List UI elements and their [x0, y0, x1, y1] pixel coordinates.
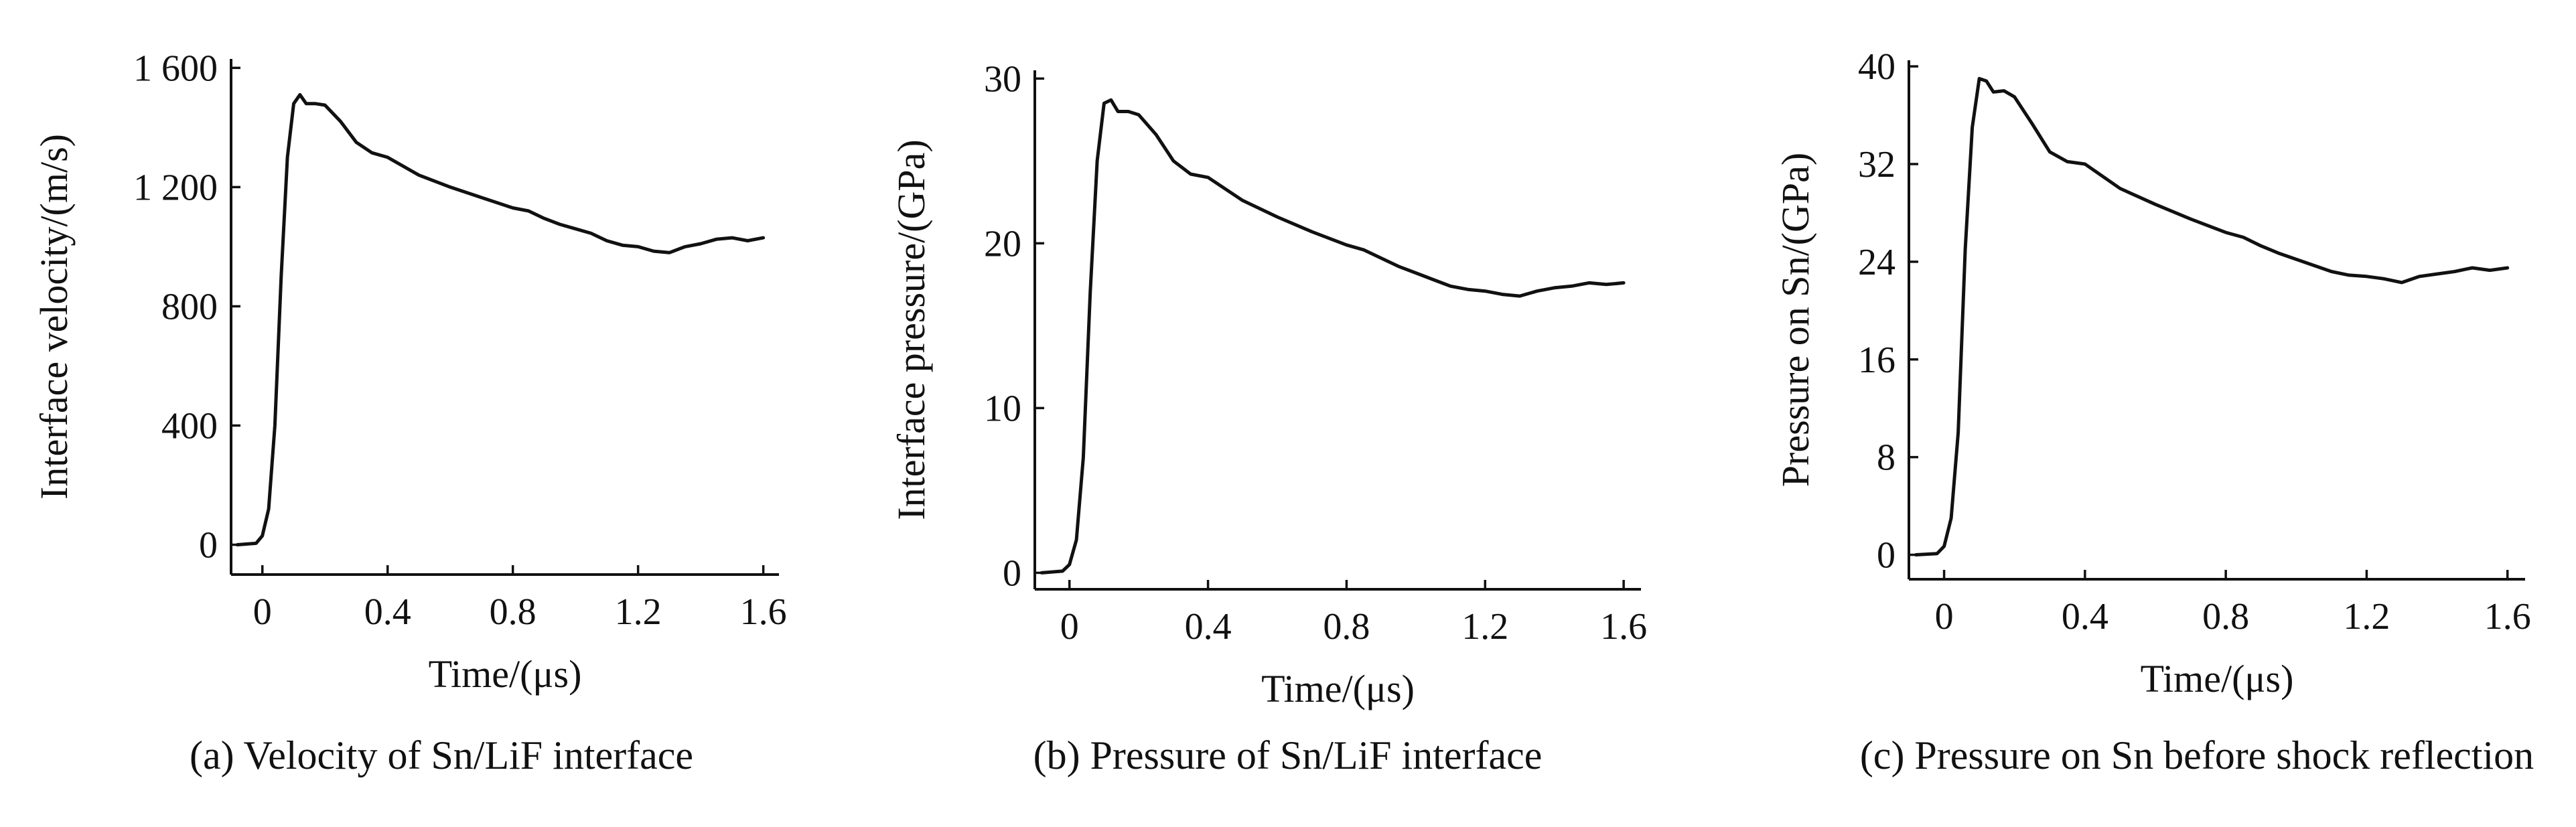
- y-tick-label: 10: [984, 388, 1021, 429]
- x-tick-label: 0: [253, 591, 272, 633]
- x-tick-label: 1.6: [2484, 596, 2531, 637]
- x-tick-label: 1.2: [615, 591, 662, 633]
- panel-caption: (a) Velocity of Sn/LiF interface: [190, 733, 693, 777]
- y-tick-label: 400: [161, 405, 218, 447]
- series-line-pressure: [1040, 98, 1626, 575]
- x-tick-label: 1.6: [1600, 606, 1647, 648]
- y-tick-label: 0: [199, 524, 218, 566]
- x-tick-label: 1.2: [2343, 596, 2390, 637]
- chart-panel-c: 0 0.4 0.8 1.2 1.6 0 8 16 24 32 40 Time/(μs) Pressure…: [1774, 46, 2534, 777]
- x-tick-label: 0.4: [1185, 606, 1232, 648]
- x-tick-label: 0: [1060, 606, 1079, 648]
- y-tick-label: 20: [984, 223, 1021, 265]
- x-tick-label: 0: [1935, 596, 1954, 637]
- panel-caption: (c) Pressure on Sn before shock reflecti…: [1860, 733, 2534, 777]
- x-tick-label: 0.8: [490, 591, 536, 633]
- panel-caption: (b) Pressure of Sn/LiF interface: [1033, 733, 1543, 777]
- y-tick-label: 0: [1003, 552, 1021, 594]
- y-tick-label: 40: [1858, 46, 1895, 88]
- x-tick-label: 0.4: [364, 591, 411, 633]
- y-tick-label: 0: [1877, 535, 1895, 577]
- x-tick-label: 0.8: [1323, 606, 1370, 648]
- x-tick-label: 0.8: [2202, 596, 2249, 637]
- series-line-pressure: [1914, 76, 2510, 556]
- y-axis-title: Interface pressure/(GPa): [889, 139, 933, 520]
- y-tick-label: 24: [1858, 242, 1895, 283]
- chart-panel-a: 0 0.4 0.8 1.2 1.6 0 400 800 1 200 1 600 Time/(μs) I…: [32, 48, 787, 777]
- y-tick-label: 8: [1877, 437, 1895, 479]
- x-tick-label: 1.2: [1461, 606, 1508, 648]
- y-tick-label: 16: [1858, 340, 1895, 381]
- y-tick-label: 1 600: [133, 48, 218, 89]
- y-tick-label: 30: [984, 58, 1021, 100]
- y-tick-label: 32: [1858, 144, 1895, 185]
- y-axis-title: Interface velocity/(m/s): [32, 134, 76, 500]
- y-axis-title: Pressure on Sn/(GPa): [1774, 153, 1817, 487]
- y-tick-label: 1 200: [133, 167, 218, 208]
- x-tick-label: 0.4: [2062, 596, 2108, 637]
- y-tick-label: 800: [161, 286, 218, 327]
- chart-panel-b: 0 0.4 0.8 1.2 1.6 0 10 20 30 Time/(μs) Interface p…: [889, 58, 1647, 777]
- series-line-velocity: [235, 92, 766, 546]
- x-axis-title: Time/(μs): [429, 652, 582, 696]
- x-axis-title: Time/(μs): [2141, 657, 2294, 700]
- x-axis-title: Time/(μs): [1261, 667, 1415, 710]
- x-tick-label: 1.6: [740, 591, 787, 633]
